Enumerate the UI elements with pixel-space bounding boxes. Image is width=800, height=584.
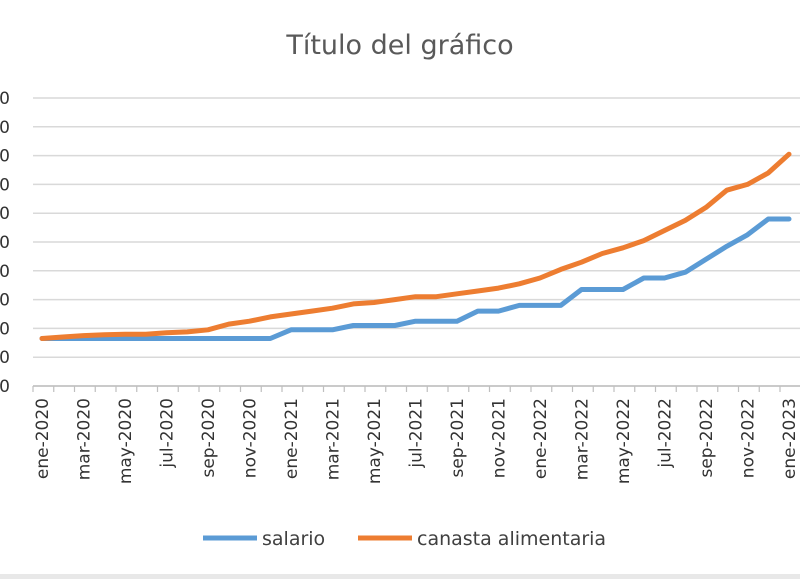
x-tick-label: nov-2021 [490, 398, 510, 478]
gridlines [33, 97, 800, 387]
x-tick-label: may-2022 [614, 398, 634, 484]
x-tick-label: ene-2023 [780, 398, 800, 479]
frame-bottom-edge [0, 574, 800, 579]
y-tick-label: 0 [0, 262, 10, 282]
x-axis [32, 385, 800, 392]
y-tick-label: 0 [0, 291, 10, 311]
x-tick-label: mar-2022 [573, 398, 593, 480]
y-tick-label: 0 [0, 175, 10, 195]
x-tick-label: may-2021 [365, 398, 385, 484]
legend: salario canasta alimentaria [203, 528, 606, 550]
y-axis: 0 0 0 0 0 0 0 0 0 0 0 [0, 89, 10, 397]
x-tick-label: ene-2022 [531, 398, 551, 479]
x-tick-label: jul-2022 [656, 398, 676, 469]
x-tick-label: sep-2022 [697, 398, 717, 478]
legend-label: canasta alimentaria [417, 528, 606, 550]
x-tick-label: mar-2020 [75, 398, 95, 480]
y-tick-label: 0 [0, 319, 10, 339]
x-tick-label: sep-2020 [199, 398, 219, 478]
series-lines [39, 151, 792, 341]
y-tick-label: 0 [0, 118, 10, 138]
x-tick-label: ene-2021 [282, 398, 302, 479]
x-tick-label: ene-2020 [33, 398, 53, 479]
series-line-salario [39, 216, 792, 341]
y-tick-label: 0 [0, 348, 10, 368]
x-tick-label: nov-2022 [739, 398, 759, 478]
x-axis-ticks: ene-2020 mar-2020 may-2020 jul-2020 sep-2020… [33, 398, 800, 484]
x-tick-label: may-2020 [116, 398, 136, 484]
y-tick-label: 0 [0, 89, 10, 109]
x-tick-label: jul-2021 [407, 398, 427, 469]
y-tick-label: 0 [0, 377, 10, 397]
y-tick-label: 0 [0, 147, 10, 167]
chart-title: Título del gráfico [285, 30, 513, 61]
x-tick-label: nov-2020 [241, 398, 261, 478]
x-tick-label: sep-2021 [448, 398, 468, 478]
series-line-canasta-alimentaria [39, 151, 792, 341]
legend-label: salario [262, 528, 325, 550]
y-tick-label: 0 [0, 204, 10, 224]
x-tick-label: jul-2020 [158, 398, 178, 469]
x-tick-label: mar-2021 [324, 398, 344, 480]
y-tick-label: 0 [0, 233, 10, 253]
